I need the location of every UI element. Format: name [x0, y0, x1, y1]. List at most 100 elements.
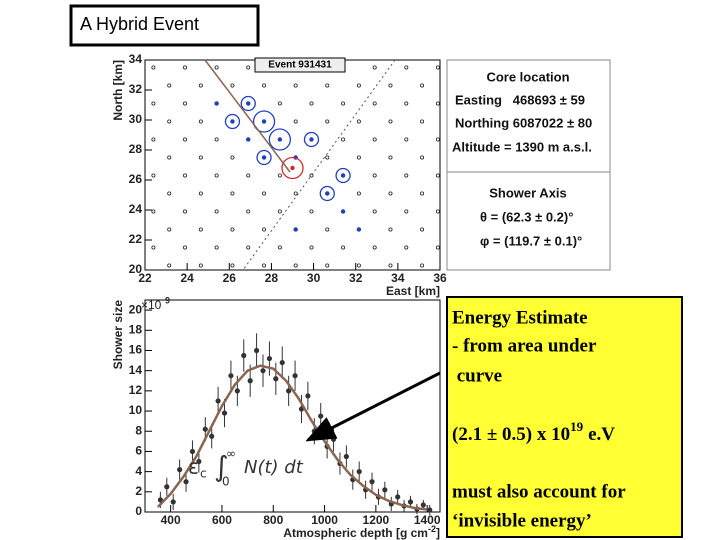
data-point	[343, 453, 349, 460]
station	[388, 191, 393, 196]
x-tick-label: 28	[265, 271, 279, 285]
station	[183, 173, 188, 178]
data-point	[407, 499, 414, 505]
x-label-sup: -2	[428, 524, 436, 534]
data-point	[369, 479, 375, 485]
station	[356, 119, 361, 124]
signal-ring	[268, 128, 292, 151]
data-point	[177, 467, 183, 473]
station	[230, 191, 235, 196]
station	[183, 65, 188, 70]
station	[230, 83, 235, 88]
station-hit	[246, 137, 251, 142]
station	[293, 119, 298, 124]
station-hit	[277, 137, 283, 142]
formula-sub: c	[200, 467, 207, 481]
station	[214, 65, 219, 70]
core-line: Northing 6087022 ± 80	[455, 115, 592, 130]
station	[309, 101, 314, 106]
station	[198, 155, 203, 160]
y-tick-label: 34	[129, 52, 143, 66]
station-hit	[246, 101, 251, 106]
station	[167, 191, 172, 196]
data-point	[292, 373, 298, 379]
station	[388, 227, 393, 232]
y-tick-label: 14	[129, 363, 143, 377]
y-tick-label: 6	[135, 444, 142, 458]
station	[325, 119, 330, 124]
station	[372, 209, 377, 214]
station	[167, 263, 172, 268]
data-point	[241, 352, 247, 359]
station	[262, 227, 267, 232]
station	[420, 83, 425, 88]
signal-ring	[256, 149, 272, 166]
station	[388, 83, 393, 88]
station	[372, 101, 377, 106]
station	[277, 245, 282, 250]
station	[420, 191, 425, 196]
station-hit	[325, 191, 330, 196]
y-tick-label: 0	[135, 504, 142, 518]
station	[151, 101, 156, 106]
x-tick-label: 22	[138, 271, 152, 285]
energy-line: Energy Estimate	[452, 307, 588, 328]
station-hit	[340, 173, 346, 178]
data-point	[356, 469, 362, 475]
energy-box	[446, 296, 683, 538]
station	[404, 209, 409, 214]
station	[356, 155, 361, 160]
station	[183, 245, 188, 250]
data-point	[279, 359, 285, 366]
shower-axis-line	[204, 59, 291, 173]
x-label-end: ]	[436, 526, 440, 540]
station-hit	[309, 137, 314, 142]
data-point	[215, 398, 221, 404]
station	[214, 137, 219, 142]
station	[198, 83, 203, 88]
station	[167, 227, 172, 232]
data-point	[247, 378, 253, 384]
data-point	[305, 393, 311, 399]
station	[293, 191, 298, 196]
station	[309, 173, 314, 178]
station	[372, 137, 377, 142]
data-point	[164, 484, 170, 490]
x-axis-label: East [km]	[386, 284, 440, 298]
station-hit	[261, 155, 267, 160]
station	[183, 101, 188, 106]
y-tick-label: 16	[129, 343, 143, 357]
station	[404, 137, 409, 142]
station	[420, 119, 425, 124]
y-tick-label: 24	[129, 202, 143, 216]
station	[404, 173, 409, 178]
x-axis-label: Atmospheric depth [g cm-2]	[283, 524, 440, 540]
energy-estimate: (2.1 ± 0.5) x 1019 e.V	[452, 419, 615, 445]
formula-integrand: N(t) dt	[244, 457, 304, 478]
exponent: 19	[570, 419, 584, 434]
station	[230, 263, 235, 268]
station-hit	[261, 119, 267, 124]
station	[404, 245, 409, 250]
station	[341, 245, 346, 250]
y-tick-label: 30	[129, 112, 143, 126]
station-hit	[340, 209, 346, 214]
y-tick-label: 20	[129, 302, 143, 316]
estimate: (2.1 ± 0.5) x 10	[452, 424, 570, 445]
station	[325, 227, 330, 232]
station	[325, 263, 330, 268]
event-label: Event 931431	[268, 60, 332, 71]
formula-integral: ∫	[214, 450, 229, 483]
signal-ring	[252, 110, 276, 133]
y-tick-label: 8	[135, 423, 142, 437]
data-point	[202, 426, 208, 432]
x-label-text: East [km]	[386, 284, 440, 298]
y-multiplier: ×10	[141, 298, 162, 312]
axis-line: φ = (119.7 ± 0.1)°	[480, 233, 582, 248]
station	[388, 263, 393, 268]
station	[198, 227, 203, 232]
axis-title: Shower Axis	[489, 185, 567, 200]
station	[198, 191, 203, 196]
y-axis-label: Shower size	[111, 300, 125, 370]
station	[214, 209, 219, 214]
